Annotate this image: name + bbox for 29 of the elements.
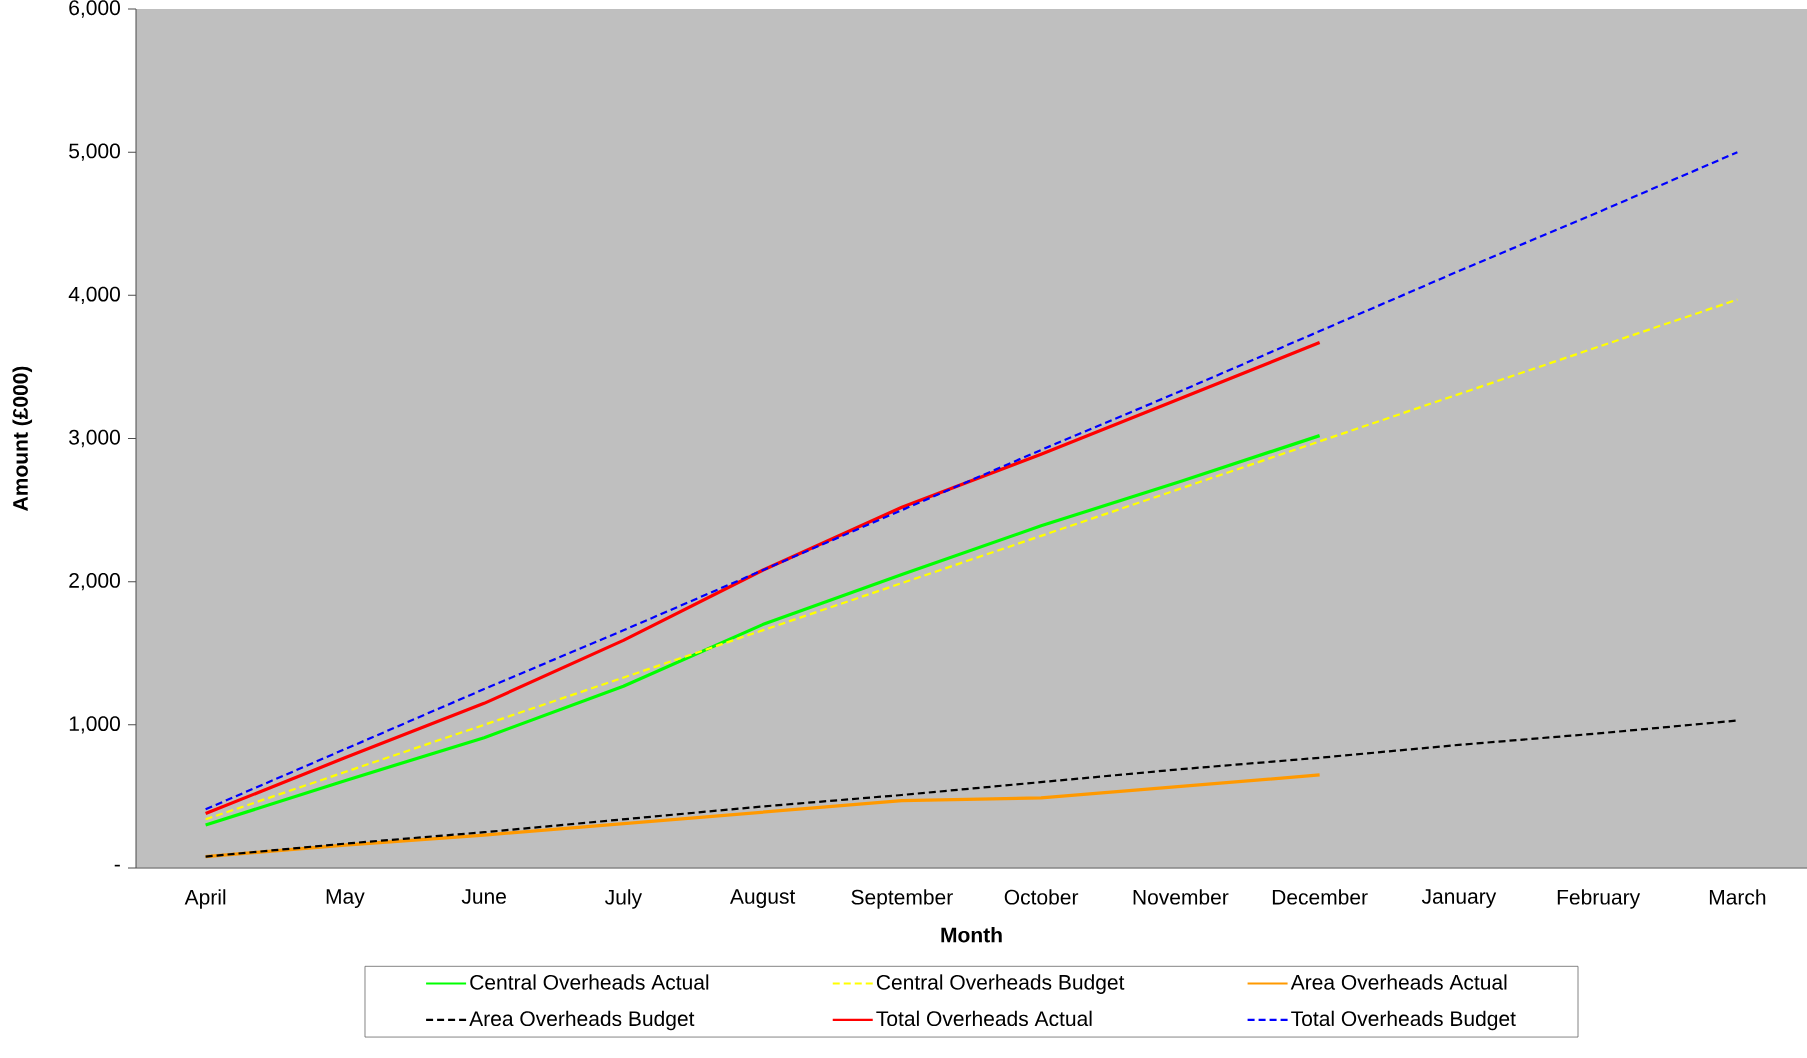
x-tick-label: February (1557, 889, 1641, 909)
x-tick-label: December (1272, 889, 1368, 905)
y-tick-label: 3,000 (69, 429, 120, 448)
legend-label: Area Overheads Actual (1290, 974, 1507, 990)
x-tick-label: April (184, 889, 226, 909)
x-tick-label: August (729, 889, 796, 909)
x-tick-label: October (1004, 889, 1079, 905)
y-tick-label: 4,000 (68, 286, 120, 304)
legend-label: Total Overheads Actual (876, 1010, 1092, 1027)
x-axis-title: Month (941, 926, 1002, 943)
x-tick-label: September (851, 889, 953, 909)
line-series (204, 434, 1322, 827)
x-tick-label: March (1709, 889, 1766, 905)
y-tick-label: 1,000 (69, 716, 120, 734)
x-tick-label: July (605, 889, 642, 909)
y-tick-label: - (114, 864, 120, 867)
y-tick-label: 5,000 (69, 143, 120, 161)
y-axis-title: Amount (£000) (12, 366, 33, 511)
legend-label: Central Overheads Budget (876, 974, 1125, 994)
x-tick-label: January (1421, 889, 1497, 909)
legend-label: Total Overheads Budget (1291, 1010, 1516, 1031)
line-series (204, 340, 1322, 816)
legend-label: Area Overheads Budget (469, 1010, 695, 1031)
y-tick-label: 6,000 (69, 0, 120, 18)
y-tick-label: 2,000 (69, 572, 120, 591)
x-tick-label: May (326, 889, 365, 909)
x-tick-label: November (1133, 889, 1229, 905)
legend-label: Central Overheads Actual (470, 974, 709, 990)
x-tick-label: June (461, 889, 506, 904)
